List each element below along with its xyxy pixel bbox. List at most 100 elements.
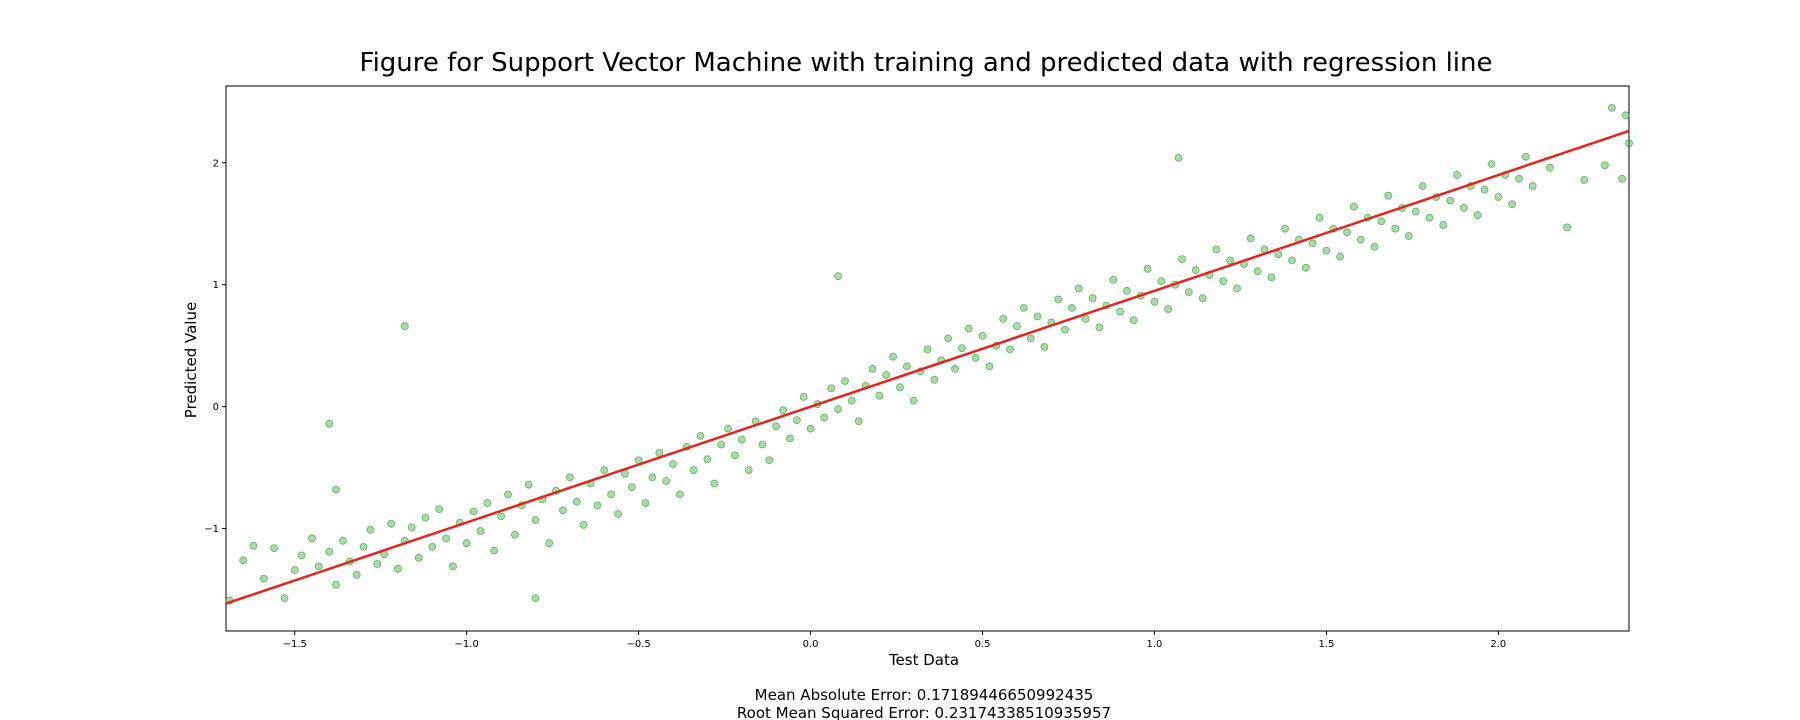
data-point bbox=[1184, 288, 1193, 297]
data-point bbox=[607, 490, 615, 499]
data-point bbox=[806, 424, 815, 433]
mae-metric: Mean Absolute Error: 0.17189446650992435 bbox=[755, 686, 1094, 704]
data-point bbox=[834, 272, 842, 281]
data-point bbox=[758, 440, 767, 449]
data-point bbox=[270, 544, 279, 552]
data-point bbox=[1439, 221, 1448, 229]
data-point bbox=[572, 497, 581, 506]
data-point bbox=[944, 334, 952, 343]
data-point bbox=[1356, 235, 1365, 244]
data-point bbox=[703, 455, 712, 464]
data-point bbox=[449, 562, 457, 571]
plot-area bbox=[225, 85, 1633, 632]
data-point bbox=[476, 527, 485, 535]
rmse-metric: Root Mean Squared Error: 0.2317433851093… bbox=[737, 704, 1111, 720]
x-tick-label: −1.0 bbox=[455, 639, 479, 650]
data-point bbox=[662, 477, 671, 485]
data-point bbox=[951, 364, 959, 373]
data-point bbox=[600, 466, 609, 475]
data-point bbox=[1116, 307, 1124, 316]
data-point bbox=[792, 416, 801, 425]
data-point bbox=[1343, 228, 1351, 237]
data-point bbox=[1198, 294, 1207, 303]
data-point bbox=[1281, 224, 1289, 233]
data-point bbox=[1521, 152, 1530, 161]
data-point bbox=[1580, 175, 1589, 184]
data-point bbox=[820, 413, 829, 422]
data-point bbox=[483, 499, 492, 507]
data-point bbox=[1315, 213, 1324, 222]
data-point bbox=[1405, 232, 1413, 240]
data-point bbox=[1129, 316, 1138, 325]
data-point bbox=[1453, 171, 1461, 179]
data-point bbox=[1411, 207, 1420, 216]
data-point bbox=[566, 473, 574, 482]
data-point bbox=[1040, 342, 1049, 351]
data-point bbox=[999, 314, 1008, 323]
data-point bbox=[421, 513, 430, 522]
data-point bbox=[1233, 284, 1241, 293]
data-point bbox=[1253, 267, 1262, 276]
data-point bbox=[1019, 303, 1028, 312]
data-point bbox=[799, 392, 808, 401]
y-axis-ticks: −1 0 1 2 bbox=[204, 158, 226, 535]
data-point bbox=[593, 501, 602, 510]
data-point bbox=[827, 384, 836, 393]
data-point bbox=[579, 521, 588, 529]
data-point bbox=[308, 534, 316, 543]
data-point bbox=[875, 391, 884, 400]
data-point bbox=[985, 362, 994, 371]
data-point bbox=[1123, 286, 1131, 295]
y-tick-label: −1 bbox=[204, 524, 219, 535]
data-point bbox=[1350, 202, 1358, 211]
data-point bbox=[314, 562, 323, 571]
data-point bbox=[772, 422, 781, 431]
data-point bbox=[280, 594, 289, 602]
data-point bbox=[1288, 256, 1296, 265]
points-layer bbox=[225, 104, 1633, 605]
data-point bbox=[1095, 323, 1104, 332]
data-point bbox=[387, 519, 396, 528]
data-point bbox=[497, 512, 506, 521]
data-point bbox=[1219, 277, 1228, 286]
data-point bbox=[1074, 284, 1083, 293]
data-point bbox=[847, 396, 856, 405]
data-point bbox=[710, 479, 719, 488]
data-point bbox=[1054, 295, 1063, 304]
data-point bbox=[1174, 153, 1183, 162]
data-point bbox=[676, 490, 684, 499]
data-point bbox=[1322, 246, 1331, 255]
data-point bbox=[1391, 224, 1400, 233]
data-point bbox=[1013, 322, 1021, 331]
x-tick-label: 1.5 bbox=[1318, 639, 1334, 650]
data-point bbox=[325, 419, 334, 428]
data-point bbox=[717, 440, 726, 449]
x-tick-label: 0.5 bbox=[975, 639, 991, 650]
data-point bbox=[524, 480, 533, 489]
data-point bbox=[1425, 213, 1434, 222]
data-point bbox=[1164, 305, 1173, 314]
data-point bbox=[462, 539, 471, 548]
data-point bbox=[1384, 191, 1393, 200]
regression-line bbox=[225, 129, 1630, 605]
data-point bbox=[854, 417, 863, 426]
data-point bbox=[1601, 161, 1609, 170]
data-point bbox=[882, 371, 891, 379]
data-point bbox=[366, 525, 375, 534]
x-tick-label: 1.0 bbox=[1147, 639, 1163, 650]
data-point bbox=[765, 456, 774, 465]
data-point bbox=[641, 499, 650, 507]
data-point bbox=[1301, 263, 1310, 272]
data-point bbox=[964, 324, 973, 333]
data-point bbox=[1446, 196, 1455, 205]
data-point bbox=[1088, 294, 1097, 303]
data-point bbox=[442, 534, 451, 543]
x-axis-label: Test Data bbox=[888, 651, 959, 669]
x-tick-label: 2.0 bbox=[1490, 639, 1506, 650]
data-point bbox=[724, 424, 732, 433]
data-point bbox=[1563, 223, 1571, 232]
data-point bbox=[903, 362, 911, 371]
data-point bbox=[428, 543, 437, 551]
y-tick-label: 0 bbox=[213, 402, 219, 413]
data-point bbox=[1109, 275, 1118, 284]
